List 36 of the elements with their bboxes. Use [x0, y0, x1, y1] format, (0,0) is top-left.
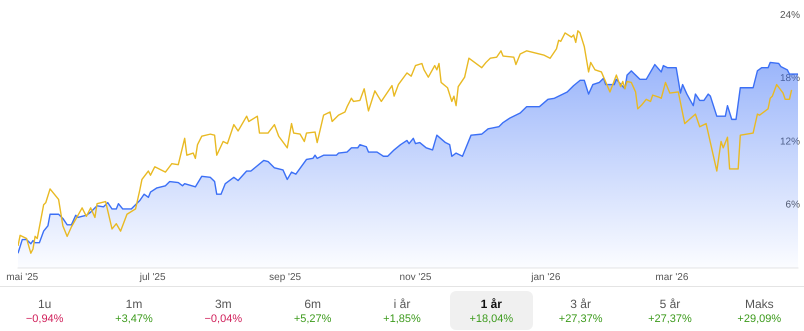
category-label: 1m [124, 296, 144, 312]
category-label: i år [392, 296, 412, 312]
period-tab[interactable]: 1 år +18,04% [450, 291, 533, 330]
period-tab[interactable]: 5 år +27,37% [628, 291, 712, 330]
category-label: 5 år [658, 296, 682, 312]
y-tick-label: 24% [780, 10, 800, 21]
data-label: −0,94% [24, 312, 64, 327]
data-label: −0,04% [204, 312, 244, 327]
period-tab[interactable]: 3 år +27,37% [538, 291, 622, 330]
period-tab[interactable]: Maks +29,09% [718, 291, 801, 330]
data-label: +27,37% [558, 312, 604, 327]
period-tab[interactable]: 6m +5,27% [270, 291, 354, 330]
y-tick-label: 6% [786, 200, 800, 210]
category-label: Maks [744, 296, 775, 312]
x-tick-label: jul '25 [138, 272, 166, 283]
data-label: +5,27% [292, 312, 332, 327]
data-label: +27,37% [647, 312, 693, 327]
x-tick-label: sep '25 [269, 272, 302, 283]
data-label: +29,09% [736, 312, 782, 327]
category-label: 1 år [480, 296, 503, 312]
category-label: 3 år [569, 296, 592, 312]
x-tick-label: mar '26 [655, 272, 689, 283]
data-label: +1,85% [382, 312, 422, 327]
category-label: 6m [303, 296, 322, 312]
category-label: 3m [214, 296, 233, 312]
period-tab[interactable]: i år +1,85% [360, 291, 444, 330]
x-tick-label: jan '26 [530, 272, 561, 283]
y-tick-label: 12% [780, 136, 800, 148]
category-label: 1u [36, 296, 52, 312]
period-tab[interactable]: 3m −0,04% [182, 291, 265, 330]
period-tab[interactable]: 1u −0,94% [3, 291, 86, 330]
x-tick-label: mai '25 [6, 272, 39, 283]
x-tick-label: nov '25 [400, 272, 432, 283]
data-label: +3,47% [114, 312, 154, 327]
period-tab[interactable]: 1m +3,47% [92, 291, 176, 330]
data-label: +18,04% [468, 312, 514, 327]
